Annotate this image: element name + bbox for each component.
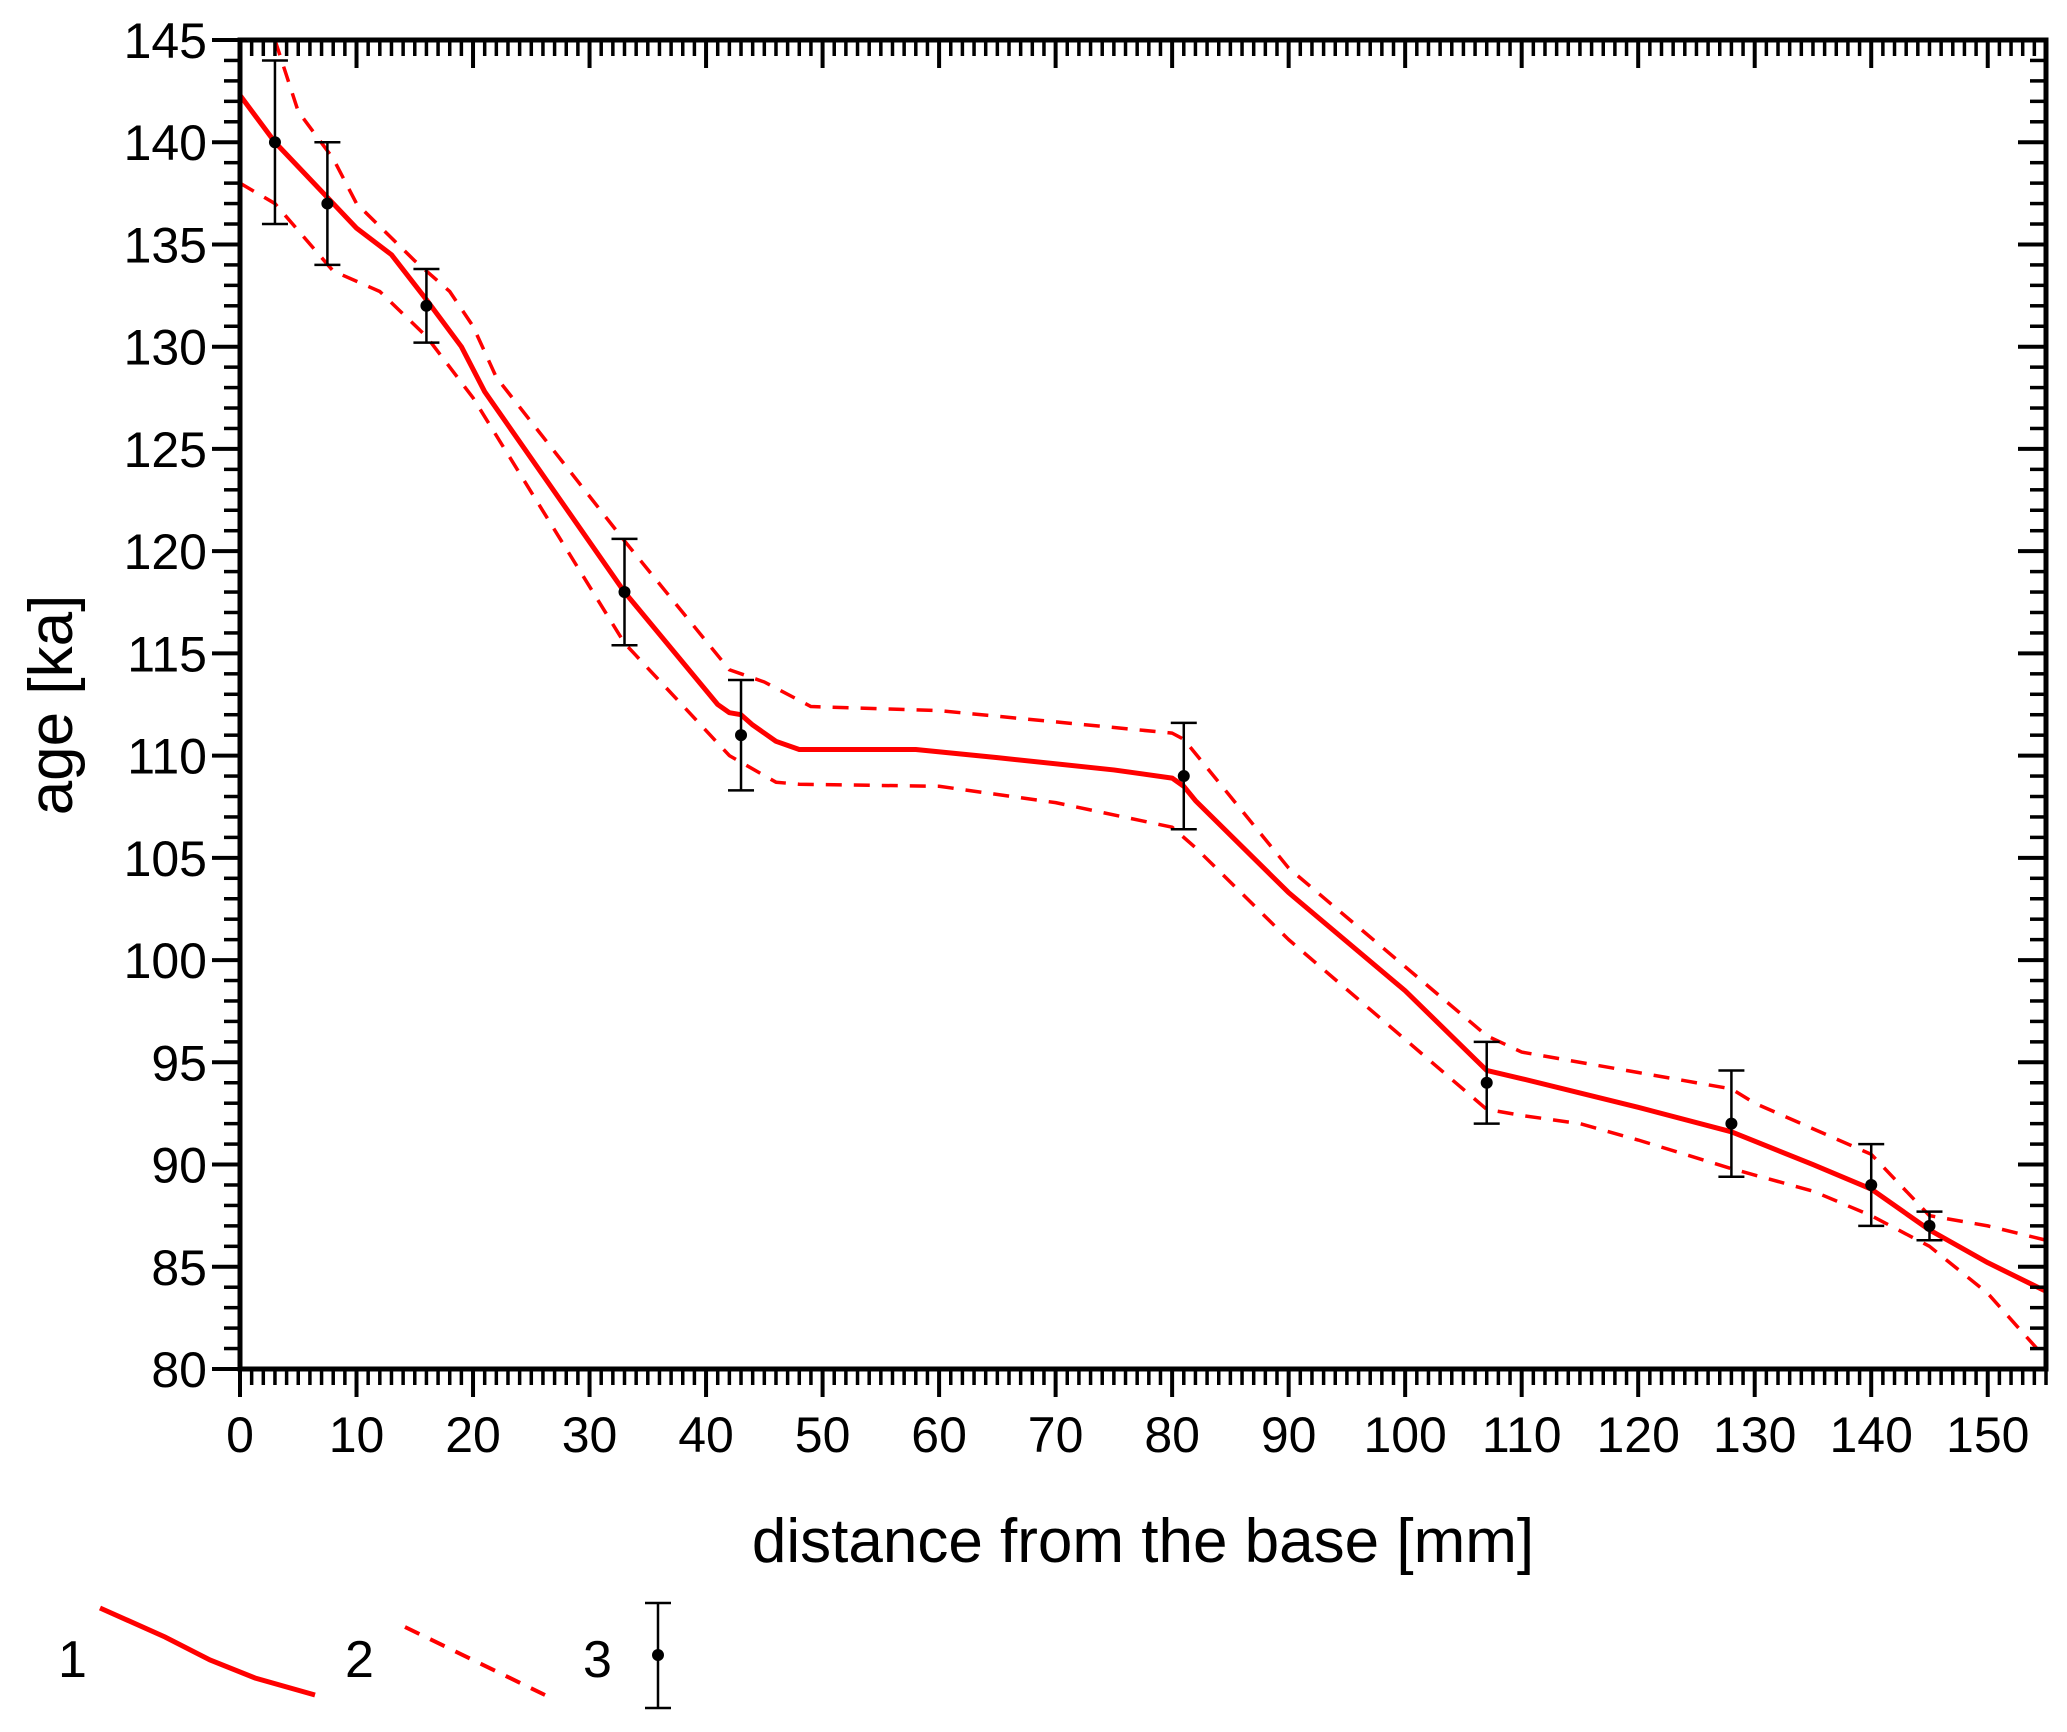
legend-label-2: 2: [345, 1631, 374, 1689]
x-axis-label: distance from the base [mm]: [752, 1507, 1534, 1576]
y-tick-label: 145: [124, 13, 207, 69]
point-marker: [1865, 1178, 1878, 1191]
x-tick-label: 140: [1830, 1407, 1913, 1463]
y-axis-label: age [ka]: [17, 595, 86, 816]
data-point: [1718, 1069, 1745, 1179]
y-tick-label: 110: [127, 729, 207, 785]
y-tick-label: 140: [124, 115, 207, 171]
y-tick-label: 100: [124, 933, 207, 989]
y-tick-label: 85: [151, 1240, 207, 1296]
x-tick-label: 50: [795, 1407, 851, 1463]
x-tick-label: 20: [445, 1407, 501, 1463]
axes: 0 10 20 30 40 50 60 70 80 90 100 110 120 130 140 150 80 8…: [124, 13, 2049, 1463]
data-point: [1858, 1142, 1885, 1228]
data-point: [611, 537, 638, 647]
data-point: [728, 678, 755, 792]
x-tick-label: 90: [1261, 1407, 1317, 1463]
plot-frame: [237, 37, 2049, 1372]
x-tick-label: 120: [1596, 1407, 1679, 1463]
data-point: [314, 140, 341, 267]
x-tick-label: 30: [562, 1407, 618, 1463]
point-marker: [735, 729, 748, 742]
x-tick-label: 110: [1482, 1407, 1562, 1463]
legend-dashed-line: [404, 1625, 546, 1697]
plot-curves: [240, 40, 2046, 1360]
x-tick-label: 60: [911, 1407, 967, 1463]
data-point: [413, 267, 440, 344]
data-point: [1170, 721, 1197, 831]
series-line-model: [240, 93, 2046, 1294]
x-tick-label: 70: [1028, 1407, 1084, 1463]
data-point: [261, 59, 288, 226]
y-tick-label: 95: [151, 1035, 207, 1091]
x-tick-label: 130: [1713, 1407, 1796, 1463]
point-marker: [1177, 770, 1190, 783]
point-marker: [1480, 1076, 1493, 1089]
point-marker: [618, 586, 631, 599]
data-point: [1473, 1040, 1500, 1125]
point-marker: [321, 197, 334, 210]
legend-label-3: 3: [583, 1631, 612, 1689]
x-tick-label: 150: [1946, 1407, 2029, 1463]
y-tick-label: 125: [124, 422, 207, 478]
data-point: [1916, 1210, 1943, 1242]
y-tick-label: 80: [151, 1342, 207, 1398]
point-marker: [1923, 1219, 1936, 1232]
data-points: [261, 59, 1943, 1242]
x-tick-label: 40: [678, 1407, 734, 1463]
y-tick-label: 130: [124, 320, 207, 376]
y-tick-label: 115: [127, 626, 207, 682]
point-marker: [1725, 1117, 1738, 1130]
x-tick-label: 0: [226, 1407, 254, 1463]
x-tick-label: 100: [1363, 1407, 1446, 1463]
legend-errorbar-marker: [645, 1601, 671, 1710]
legend-label-1: 1: [58, 1631, 87, 1689]
series-line-dashed-upper: [273, 40, 2046, 1242]
point-marker: [420, 299, 433, 312]
y-tick-label: 120: [124, 524, 207, 580]
legend: 1 2 3: [58, 1601, 671, 1710]
series-line-dashed-lower: [240, 181, 2046, 1360]
legend-solid-line: [98, 1605, 316, 1698]
y-tick-label: 105: [124, 831, 207, 887]
y-tick-label: 90: [151, 1138, 207, 1194]
x-tick-label: 10: [329, 1407, 385, 1463]
y-tick-label: 135: [124, 217, 207, 273]
x-tick-label: 80: [1144, 1407, 1200, 1463]
point-marker: [268, 136, 281, 149]
